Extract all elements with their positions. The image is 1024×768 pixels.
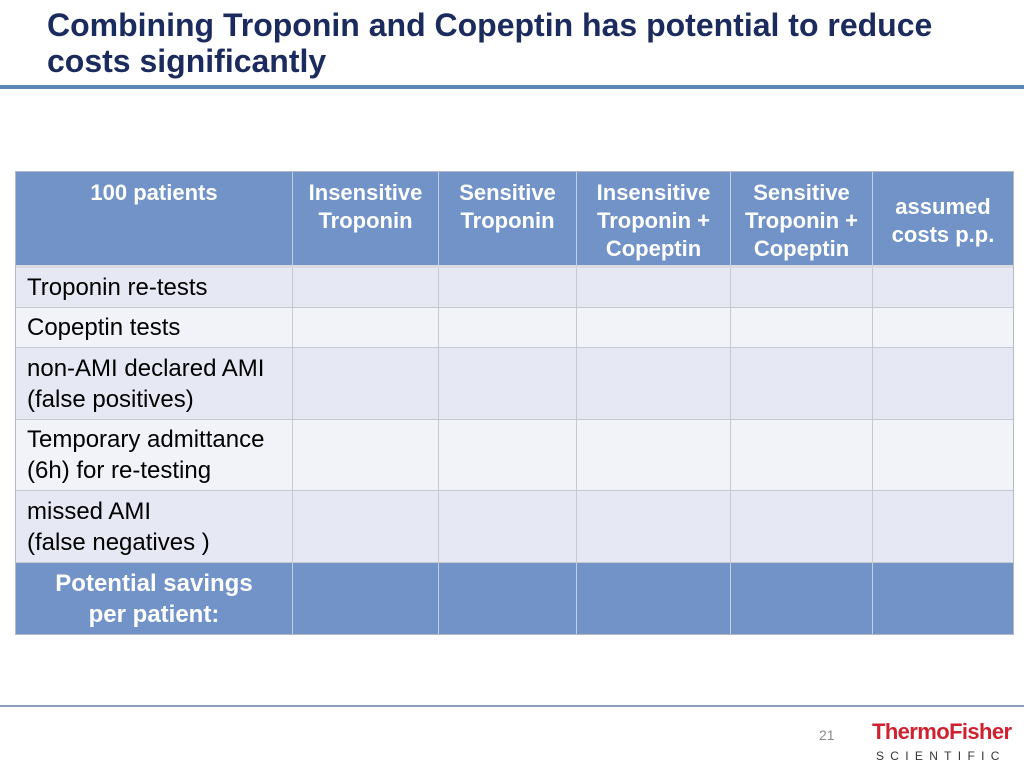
- row-label: Copeptin tests: [27, 314, 181, 341]
- column-header-label: assumed costs p.p.: [891, 194, 995, 247]
- column-header-insensitive-troponin-copeptin: Insensitive Troponin + Copeptin: [577, 172, 731, 268]
- row-label-missed-ami: missed AMI (false negatives ): [16, 491, 293, 563]
- table-cell: [731, 268, 873, 308]
- column-header-label: Insensitive Troponin: [308, 180, 423, 233]
- table-cell: [731, 348, 873, 420]
- column-header-label: Sensitive Troponin + Copeptin: [744, 180, 859, 261]
- cost-comparison-table: 100 patients Insensitive Troponin Sensit…: [16, 172, 1013, 634]
- table-cell: [293, 420, 439, 491]
- table-cell: [439, 420, 577, 491]
- column-header-assumed-costs: assumed costs p.p.: [873, 172, 1013, 268]
- table-cell: [731, 491, 873, 563]
- table-cell: [873, 348, 1013, 420]
- row-label-false-positives: non-AMI declared AMI (false positives): [16, 348, 293, 420]
- table-cell: [873, 491, 1013, 563]
- slide-title: Combining Troponin and Copeptin has pote…: [47, 7, 933, 79]
- column-header-label: 100 patients: [90, 180, 218, 205]
- table-cell: [577, 348, 731, 420]
- table-cell: [873, 420, 1013, 491]
- column-header-patients: 100 patients: [16, 172, 293, 268]
- logo-wordmark: ThermoFisher: [872, 719, 1012, 744]
- logo-tagline: SCIENTIFIC: [876, 749, 1006, 763]
- table-cell: [731, 563, 873, 634]
- table-cell: [577, 563, 731, 634]
- table-cell: [439, 348, 577, 420]
- page-number: 21: [819, 727, 835, 743]
- table-cell: [293, 563, 439, 634]
- table-cell: [731, 420, 873, 491]
- row-label-copeptin-tests: Copeptin tests: [16, 308, 293, 348]
- table-cell: [439, 308, 577, 348]
- table-cell: [577, 308, 731, 348]
- row-label: non-AMI declared AMI (false positives): [27, 354, 265, 413]
- row-label: Troponin re-tests: [27, 274, 208, 301]
- table-cell: [731, 308, 873, 348]
- table-cell: [293, 348, 439, 420]
- column-header-insensitive-troponin: Insensitive Troponin: [293, 172, 439, 268]
- row-label: Temporary admittance (6h) for re-testing: [27, 426, 265, 484]
- table-cell: [577, 420, 731, 491]
- table-cell: [873, 268, 1013, 308]
- footer-label: Potential savings per patient:: [55, 569, 253, 628]
- column-header-sensitive-troponin-copeptin: Sensitive Troponin + Copeptin: [731, 172, 873, 268]
- title-underline: [0, 85, 1024, 89]
- table-cell: [873, 563, 1013, 634]
- row-label-temporary-admittance: Temporary admittance (6h) for re-testing: [16, 420, 293, 491]
- row-label-potential-savings: Potential savings per patient:: [16, 563, 293, 634]
- table-cell: [439, 563, 577, 634]
- table-cell: [293, 268, 439, 308]
- thermo-fisher-logo: ThermoFisher SCIENTIFIC: [872, 720, 1012, 766]
- table-cell: [439, 491, 577, 563]
- table-cell: [873, 308, 1013, 348]
- table-cell: [577, 268, 731, 308]
- column-header-label: Insensitive Troponin + Copeptin: [596, 180, 711, 261]
- footer-divider: [0, 705, 1024, 707]
- column-header-sensitive-troponin: Sensitive Troponin: [439, 172, 577, 268]
- column-header-label: Sensitive Troponin: [459, 180, 556, 233]
- table-cell: [293, 308, 439, 348]
- row-label: missed AMI (false negatives ): [27, 497, 210, 556]
- table-cell: [439, 268, 577, 308]
- row-label-troponin-retests: Troponin re-tests: [16, 268, 293, 308]
- table-cell: [293, 491, 439, 563]
- table-cell: [577, 491, 731, 563]
